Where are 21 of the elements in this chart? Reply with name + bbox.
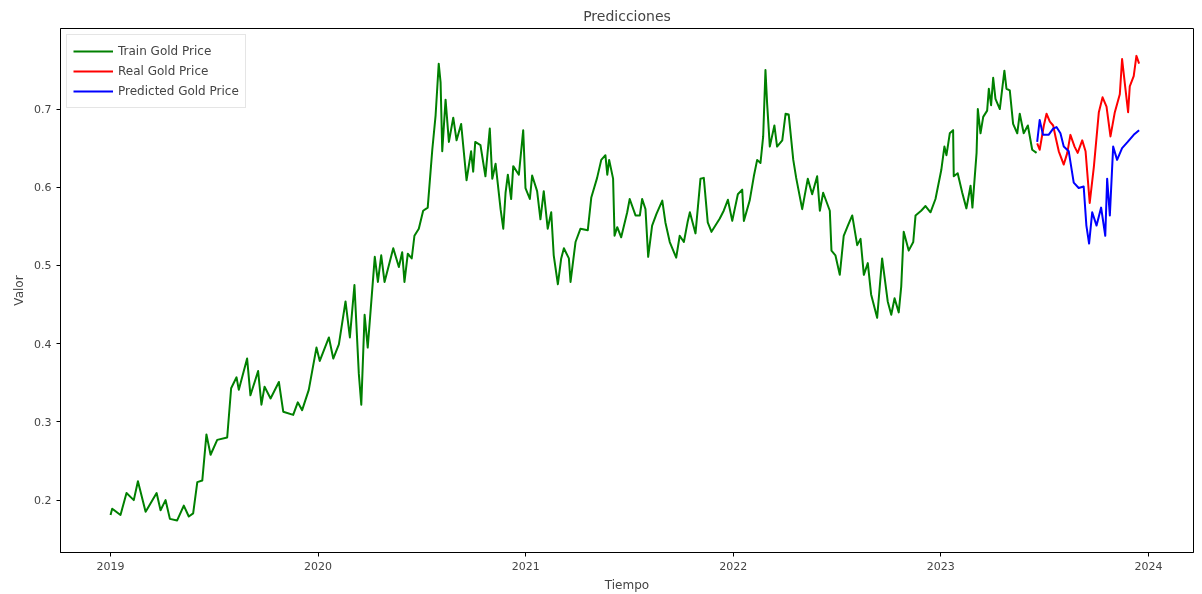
y-axis-title: Valor bbox=[12, 275, 27, 306]
y-tick-label: 0.2 bbox=[34, 494, 52, 508]
y-tick-label: 0.4 bbox=[34, 337, 52, 351]
x-axis-title: Tiempo bbox=[603, 577, 650, 592]
y-tick-label: 0.3 bbox=[34, 415, 52, 429]
x-tick-label: 2022 bbox=[719, 559, 748, 573]
line-series bbox=[1036, 119, 1141, 245]
x-tick-label: 2024 bbox=[1134, 559, 1163, 573]
y-tick-label: 0.6 bbox=[34, 181, 52, 195]
legend-label: Train Gold Price bbox=[118, 44, 212, 58]
x-tick-label: 2019 bbox=[96, 559, 125, 573]
x-tick-label: 2021 bbox=[511, 559, 540, 573]
x-tick-label: 2023 bbox=[926, 559, 955, 573]
line-series bbox=[109, 62, 1038, 522]
y-tick-label: 0.7 bbox=[34, 103, 52, 117]
legend-label: Predicted Gold Price bbox=[118, 84, 239, 98]
legend-label: Real Gold Price bbox=[118, 64, 209, 78]
y-tick-label: 0.5 bbox=[34, 259, 52, 273]
line-series bbox=[1036, 54, 1141, 204]
x-tick-label: 2020 bbox=[304, 559, 333, 573]
chart-title: Predicciones bbox=[583, 7, 671, 24]
